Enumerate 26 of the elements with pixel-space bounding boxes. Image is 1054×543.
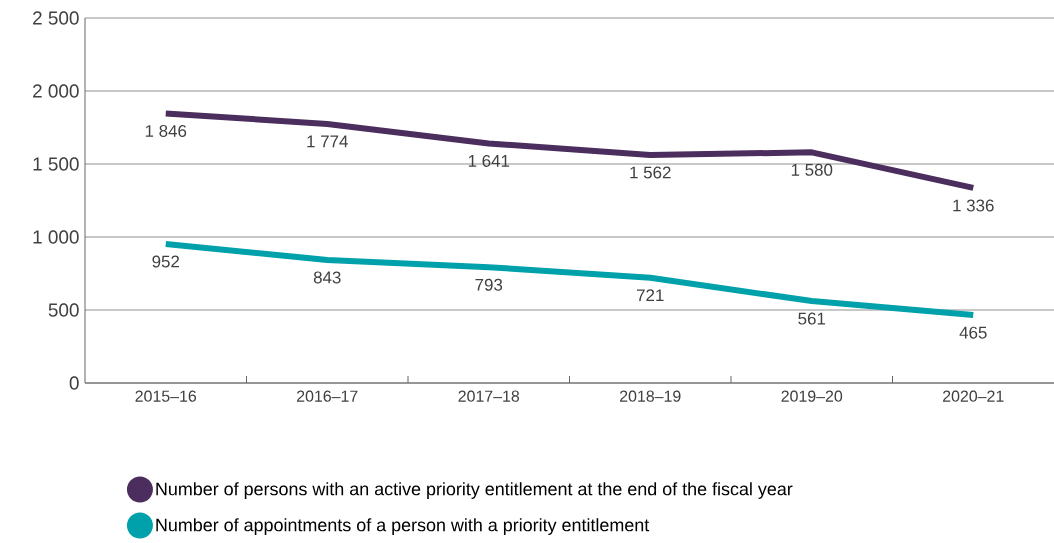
x-tick-label: 2018–19 [620, 390, 681, 402]
x-tick-label: 2020–21 [943, 390, 1004, 402]
y-tick-label: 1 000 [33, 230, 79, 244]
data-label: 1 336 [953, 199, 994, 212]
data-label: 721 [637, 289, 664, 302]
data-label: 1 846 [145, 125, 187, 137]
data-label: 843 [313, 271, 341, 284]
y-tick-label: 0 [69, 376, 79, 390]
y-tick-label: 500 [48, 303, 79, 317]
legend-label: Number of persons with an active priority entitlement at the end of the fiscal year [156, 482, 793, 499]
x-tick-label: 2016–17 [297, 390, 358, 402]
x-tick-label: 2017–18 [458, 390, 520, 402]
data-label: 1 641 [468, 154, 510, 167]
data-label: 1 774 [307, 135, 348, 148]
y-tick-label: 2 000 [33, 84, 79, 98]
data-label: 1 562 [630, 166, 671, 179]
data-label: 561 [798, 312, 826, 325]
data-label: 793 [475, 278, 503, 291]
legend-label: Number of appointments of a person with a priority entitlement [156, 518, 650, 535]
x-tick-label: 2019–20 [781, 390, 843, 402]
y-tick-label: 2 500 [33, 11, 79, 25]
data-label: 465 [959, 326, 987, 339]
data-label: 1 580 [791, 163, 833, 176]
data-label: 952 [152, 255, 180, 268]
y-tick-label: 1 500 [33, 157, 79, 171]
x-tick-label: 2015–16 [135, 390, 197, 402]
